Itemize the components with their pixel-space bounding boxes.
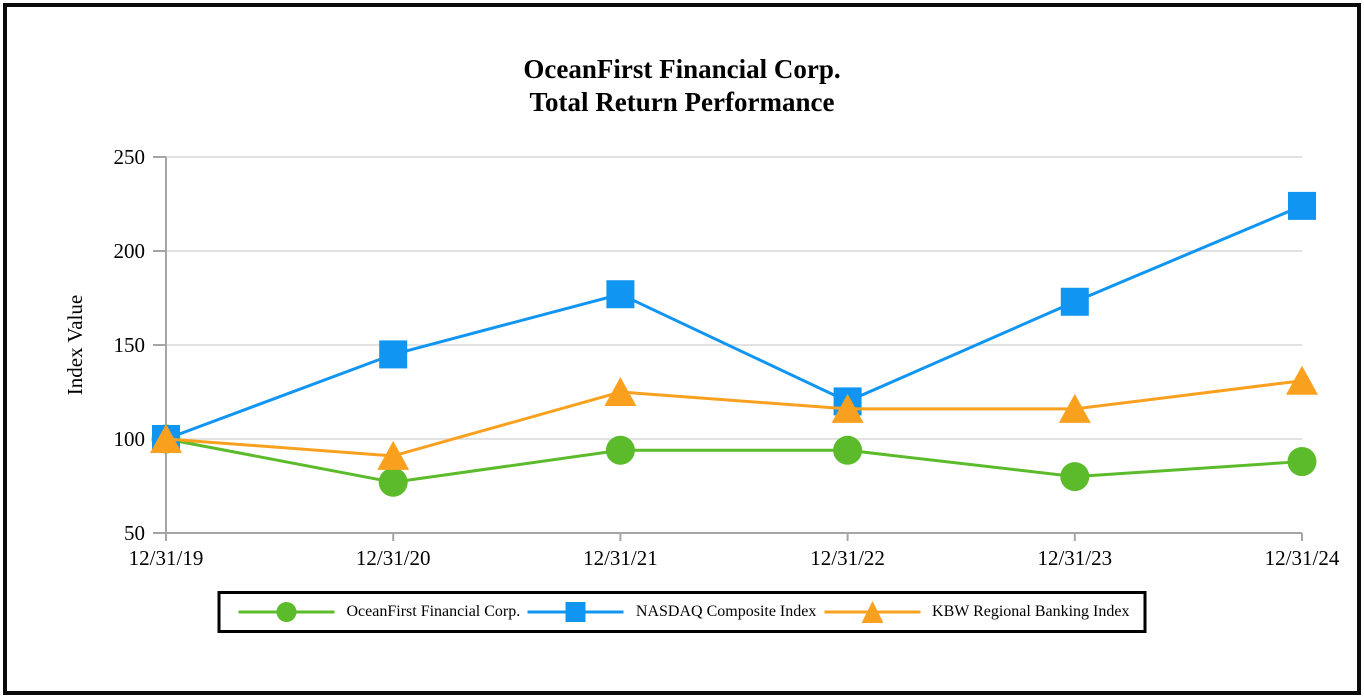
series-line-1 bbox=[165, 204, 1303, 441]
data-marker-square bbox=[606, 280, 635, 309]
chart-title-line2: Total Return Performance bbox=[529, 87, 835, 117]
data-marker-square bbox=[1288, 191, 1316, 220]
data-marker-circle bbox=[1060, 462, 1090, 492]
legend-marker-square bbox=[565, 602, 586, 622]
y-tick-label-200: 200 bbox=[114, 239, 146, 263]
series-line-0 bbox=[165, 437, 1303, 484]
x-tick-label-3: 12/31/22 bbox=[810, 546, 885, 570]
legend-label-2: KBW Regional Banking Index bbox=[932, 603, 1130, 620]
data-marker-triangle bbox=[150, 424, 182, 453]
legend-item-2: KBW Regional Banking Index bbox=[820, 597, 1129, 627]
x-tick-label-5: 12/31/24 bbox=[1265, 546, 1340, 570]
x-tick-label-2: 12/31/21 bbox=[583, 546, 658, 570]
legend-circle-swatch bbox=[238, 602, 335, 622]
data-marker-square bbox=[379, 340, 408, 369]
legend-item-1: NASDAQ Composite Index bbox=[524, 597, 816, 627]
chart-title-line1: OceanFirst Financial Corp. bbox=[523, 54, 841, 84]
x-tick-label-0: 12/31/19 bbox=[129, 546, 204, 570]
series-line-2 bbox=[165, 379, 1303, 458]
legend-label-0: OceanFirst Financial Corp. bbox=[346, 603, 521, 620]
data-marker-circle bbox=[1287, 447, 1317, 477]
y-tick-label-100: 100 bbox=[114, 427, 146, 451]
x-tick-label-4: 12/31/23 bbox=[1037, 546, 1112, 570]
legend-marker-circle bbox=[276, 602, 297, 622]
data-marker-triangle bbox=[831, 393, 864, 423]
y-tick-label-50: 50 bbox=[124, 521, 145, 545]
data-marker-triangle bbox=[1058, 393, 1091, 423]
y-axis-title: Index Value bbox=[63, 295, 87, 396]
legend-triangle-swatch bbox=[824, 601, 921, 623]
y-tick-label-150: 150 bbox=[114, 333, 146, 357]
legend-marker-triangle bbox=[861, 601, 884, 623]
legend-item-0: OceanFirst Financial Corp. bbox=[235, 597, 521, 627]
chart-legend: OceanFirst Financial Corp. NASDAQ Composi… bbox=[217, 591, 1147, 633]
x-tick-label-1: 12/31/20 bbox=[356, 546, 431, 570]
data-marker-circle bbox=[605, 435, 635, 465]
data-marker-square bbox=[1060, 287, 1089, 316]
data-marker-triangle bbox=[1286, 365, 1318, 395]
chart-title: OceanFirst Financial Corp. Total Return … bbox=[0, 53, 1364, 119]
data-marker-triangle bbox=[377, 440, 410, 470]
data-marker-circle bbox=[378, 467, 408, 497]
data-marker-circle bbox=[833, 435, 863, 465]
y-tick-label-250: 250 bbox=[114, 145, 146, 169]
legend-square-swatch bbox=[527, 602, 624, 622]
legend-label-1: NASDAQ Composite Index bbox=[635, 603, 817, 620]
data-marker-triangle bbox=[604, 377, 637, 406]
